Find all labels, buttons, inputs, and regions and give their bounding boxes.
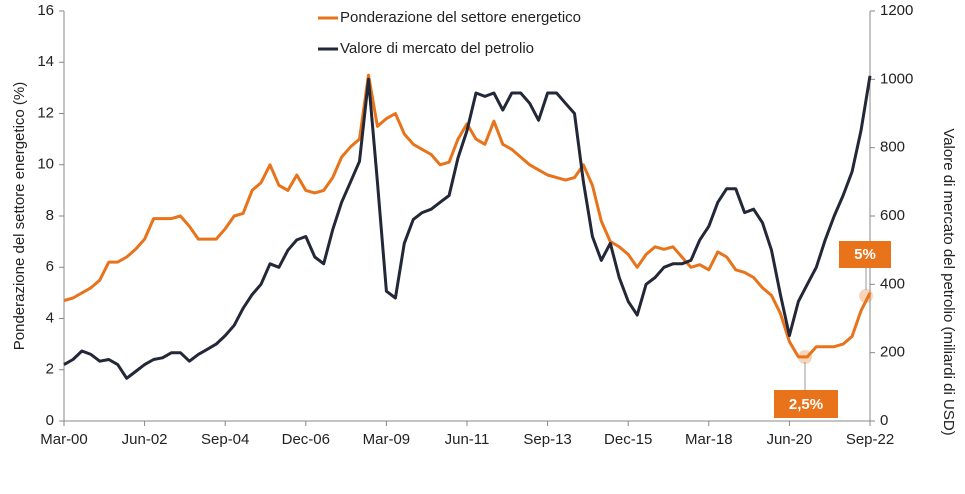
x-tick-label: Jun-20 xyxy=(766,431,812,448)
annotation-dot xyxy=(859,289,873,303)
y2-tick-label: 1200 xyxy=(880,2,913,19)
annotation-label: 2,5% xyxy=(789,396,823,413)
x-tick-label: Sep-22 xyxy=(846,431,894,448)
y2-axis-label: Valore di mercato del petrolio (miliardi… xyxy=(940,128,957,435)
y-tick-label: 10 xyxy=(37,156,54,173)
x-tick-label: Dec-15 xyxy=(604,431,652,448)
x-tick-label: Jun-11 xyxy=(445,431,490,448)
x-tick-label: Mar-18 xyxy=(685,431,733,448)
annotation-label: 5% xyxy=(854,246,876,263)
legend-label: Ponderazione del settore energetico xyxy=(340,9,581,26)
y2-tick-label: 1000 xyxy=(880,70,913,87)
x-tick-label: Dec-06 xyxy=(282,431,330,448)
y-tick-label: 6 xyxy=(46,258,54,275)
annotation-dot xyxy=(798,350,812,364)
y2-tick-label: 0 xyxy=(880,412,888,429)
y2-tick-label: 800 xyxy=(880,139,905,156)
x-tick-label: Sep-04 xyxy=(201,431,249,448)
annotation-box xyxy=(774,390,838,418)
y-tick-label: 4 xyxy=(46,309,54,326)
x-tick-label: Jun-02 xyxy=(122,431,168,448)
series-line xyxy=(63,73,872,359)
y-axis-label: Ponderazione del settore energetico (%) xyxy=(11,82,28,351)
y-tick-label: 0 xyxy=(46,412,54,429)
y2-tick-label: 600 xyxy=(880,207,905,224)
y-tick-label: 8 xyxy=(46,207,54,224)
x-tick-label: Sep-13 xyxy=(523,431,571,448)
legend-label: Valore di mercato del petrolio xyxy=(340,40,534,57)
y-tick-label: 2 xyxy=(46,361,54,378)
y-tick-label: 14 xyxy=(37,53,54,70)
y-tick-label: 12 xyxy=(37,104,54,121)
x-tick-label: Mar-09 xyxy=(363,431,411,448)
y2-tick-label: 200 xyxy=(880,344,905,361)
y-tick-label: 16 xyxy=(37,2,54,19)
annotation-box xyxy=(839,241,891,268)
series-line xyxy=(63,75,872,380)
x-tick-label: Mar-00 xyxy=(40,431,88,448)
y2-tick-label: 400 xyxy=(880,275,905,292)
